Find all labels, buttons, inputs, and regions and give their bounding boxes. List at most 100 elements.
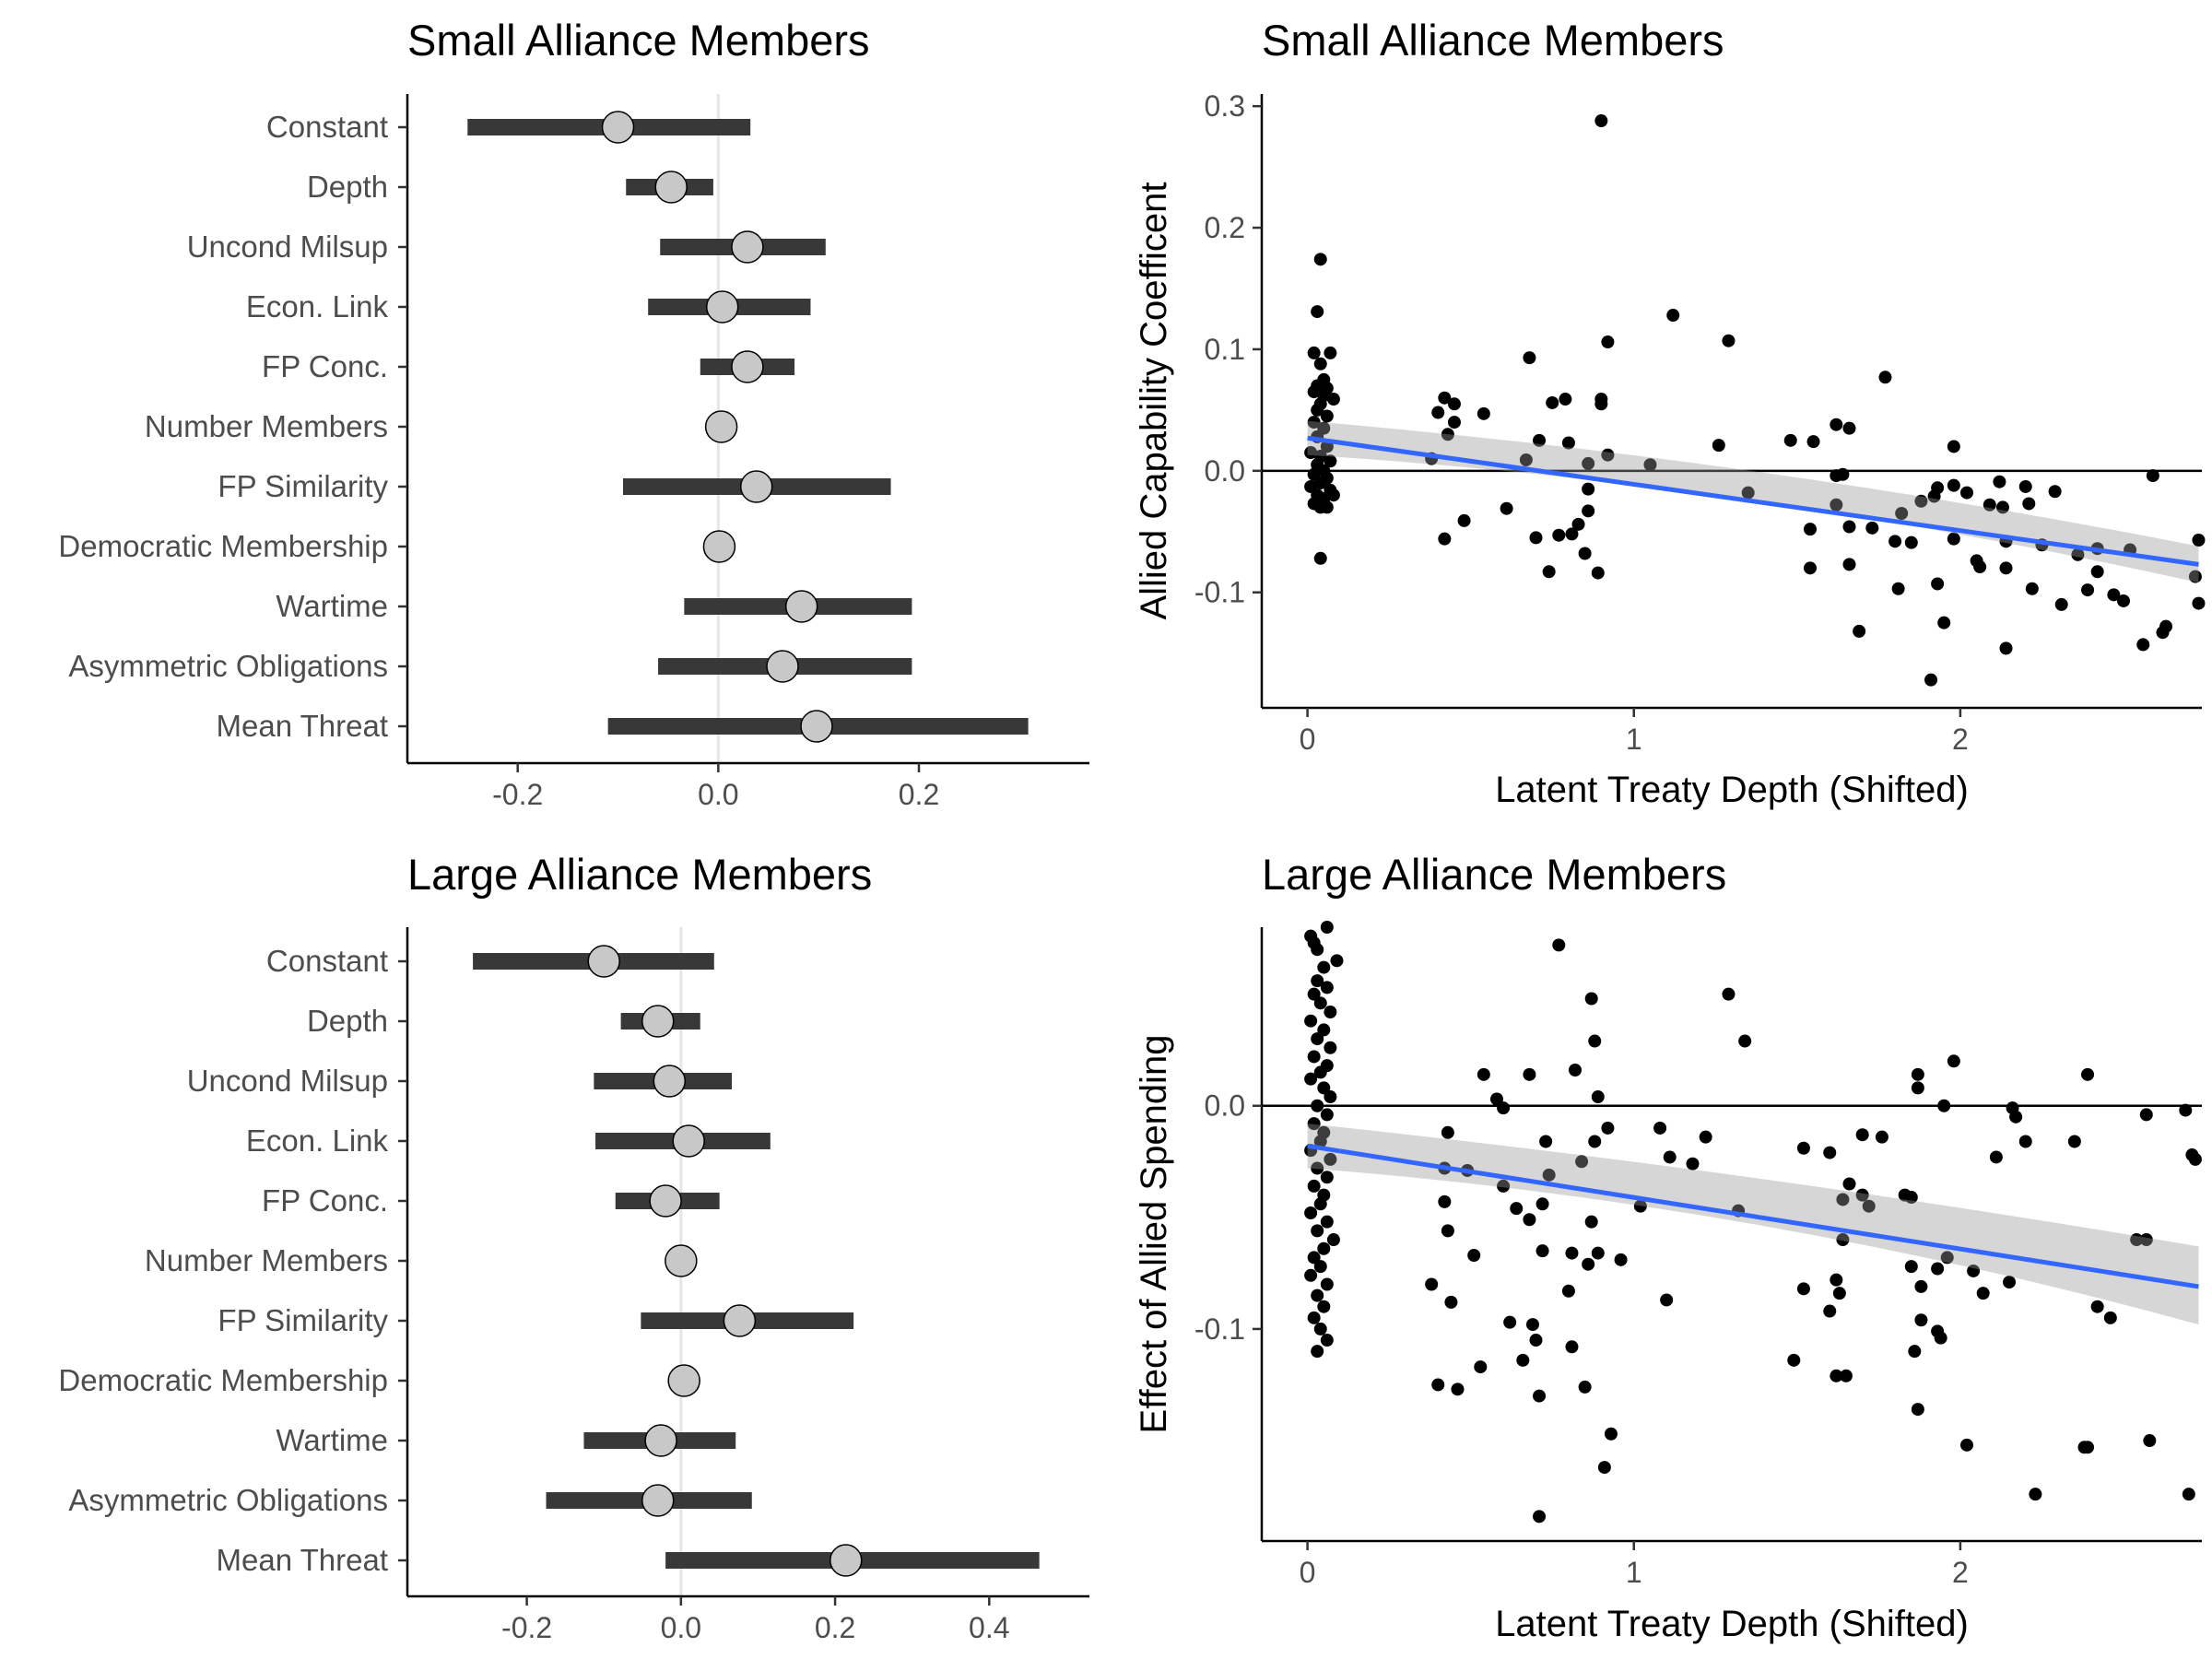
data-point bbox=[1503, 1315, 1517, 1329]
data-point bbox=[1686, 1157, 1700, 1171]
data-point bbox=[1582, 482, 1595, 496]
data-point bbox=[1477, 1067, 1490, 1081]
data-point bbox=[2146, 469, 2159, 483]
data-point bbox=[1311, 305, 1324, 319]
term-label: Mean Threat bbox=[217, 1543, 389, 1577]
data-point bbox=[1830, 498, 1843, 512]
data-point bbox=[1891, 582, 1905, 595]
data-point bbox=[1960, 1438, 1973, 1452]
point-estimate bbox=[705, 290, 739, 324]
data-point bbox=[2117, 594, 2130, 607]
data-point bbox=[1313, 996, 1327, 1010]
data-point bbox=[1914, 494, 1928, 508]
data-point bbox=[1796, 1141, 1810, 1155]
data-point bbox=[1447, 397, 1461, 411]
data-point bbox=[1477, 406, 1490, 420]
data-point bbox=[1842, 558, 1856, 571]
data-point bbox=[1722, 987, 1735, 1001]
data-point bbox=[2003, 1276, 2017, 1289]
data-point bbox=[1588, 1034, 1602, 1048]
x-tick-label: 0.0 bbox=[661, 1611, 701, 1644]
data-point bbox=[1313, 1322, 1327, 1335]
point-estimate bbox=[649, 1184, 682, 1218]
data-point bbox=[1839, 1369, 1853, 1382]
data-point bbox=[2054, 597, 2068, 611]
point-estimate bbox=[654, 171, 688, 204]
data-point bbox=[1326, 1233, 1340, 1247]
data-point bbox=[1307, 1050, 1321, 1064]
point-estimate bbox=[644, 1424, 677, 1457]
data-point bbox=[1967, 1264, 1981, 1277]
data-point bbox=[2136, 638, 2150, 652]
data-point bbox=[1324, 1041, 1337, 1054]
data-point bbox=[1888, 535, 1902, 548]
term-label: Depth bbox=[307, 170, 388, 204]
data-point bbox=[1904, 1260, 1918, 1274]
data-point bbox=[1565, 527, 1579, 541]
data-point bbox=[1588, 1135, 1602, 1148]
data-point bbox=[2179, 1103, 2193, 1117]
data-point bbox=[1313, 253, 1327, 266]
data-point bbox=[2188, 1152, 2202, 1166]
x-tick-label: 0.2 bbox=[899, 778, 939, 811]
data-point bbox=[1722, 334, 1735, 347]
data-point bbox=[1895, 506, 1909, 520]
x-tick-label: 0.0 bbox=[698, 778, 738, 811]
data-point bbox=[1425, 1277, 1439, 1291]
x-tick-label: 2 bbox=[1952, 1556, 1969, 1589]
data-point bbox=[1937, 1099, 1951, 1112]
data-point bbox=[1934, 1331, 1947, 1345]
data-point bbox=[1601, 335, 1615, 349]
data-point bbox=[1853, 624, 1866, 638]
x-tick-label: 0 bbox=[1300, 1556, 1316, 1589]
data-point bbox=[1320, 1334, 1334, 1347]
data-point bbox=[1552, 938, 1566, 952]
data-point bbox=[1441, 1125, 1454, 1139]
data-point bbox=[1862, 1199, 1876, 1213]
data-point bbox=[2188, 570, 2202, 583]
data-point bbox=[1500, 501, 1513, 515]
data-point bbox=[1947, 440, 1960, 453]
point-estimate bbox=[667, 1364, 700, 1397]
data-point bbox=[1324, 1090, 1337, 1104]
data-point bbox=[1307, 1311, 1321, 1324]
term-label: Econ. Link bbox=[246, 289, 389, 324]
x-tick-label: 0.4 bbox=[969, 1611, 1009, 1644]
data-point bbox=[1660, 1293, 1674, 1307]
data-point bbox=[1313, 1135, 1327, 1148]
x-axis-title: Latent Treaty Depth (Shifted) bbox=[1495, 1604, 1969, 1644]
data-point bbox=[1320, 1108, 1334, 1122]
data-point bbox=[1311, 1288, 1324, 1302]
data-point bbox=[1444, 1295, 1458, 1309]
data-point bbox=[1878, 371, 1892, 384]
data-point bbox=[2081, 583, 2095, 597]
data-point bbox=[1438, 532, 1452, 546]
data-point bbox=[1823, 1304, 1837, 1318]
data-point bbox=[1565, 1340, 1579, 1354]
scatter-panel-1: Small Alliance Members -0.1 0.0 0.1 0.2 0.3 0 1… bbox=[1134, 16, 2206, 810]
term-label: Constant bbox=[266, 110, 388, 144]
point-estimate bbox=[723, 1304, 757, 1337]
data-point bbox=[1565, 1246, 1579, 1260]
data-point bbox=[1304, 446, 1318, 460]
data-point bbox=[1832, 1287, 1846, 1300]
data-point bbox=[2103, 1311, 2117, 1324]
data-point bbox=[1313, 1260, 1327, 1274]
data-point bbox=[1643, 458, 1657, 472]
data-point bbox=[1914, 1279, 1928, 1293]
data-point bbox=[2139, 1233, 2153, 1247]
data-point bbox=[1542, 1168, 1556, 1182]
term-label: FP Similarity bbox=[218, 1303, 388, 1337]
data-point bbox=[1947, 478, 1960, 492]
data-point bbox=[1304, 1014, 1318, 1028]
fit-line bbox=[1307, 1143, 2199, 1289]
data-point bbox=[2090, 565, 2104, 579]
data-point bbox=[1533, 1510, 1547, 1524]
data-point bbox=[1993, 475, 2006, 488]
scatter-panel-3: Large Alliance Members -0.1 0.0 0 1 2 Latent T… bbox=[1134, 850, 2202, 1644]
data-point bbox=[1533, 433, 1547, 447]
data-point bbox=[1865, 521, 1879, 535]
data-point bbox=[1904, 1191, 1918, 1205]
data-point bbox=[1614, 1253, 1628, 1266]
data-point bbox=[2090, 1300, 2104, 1313]
